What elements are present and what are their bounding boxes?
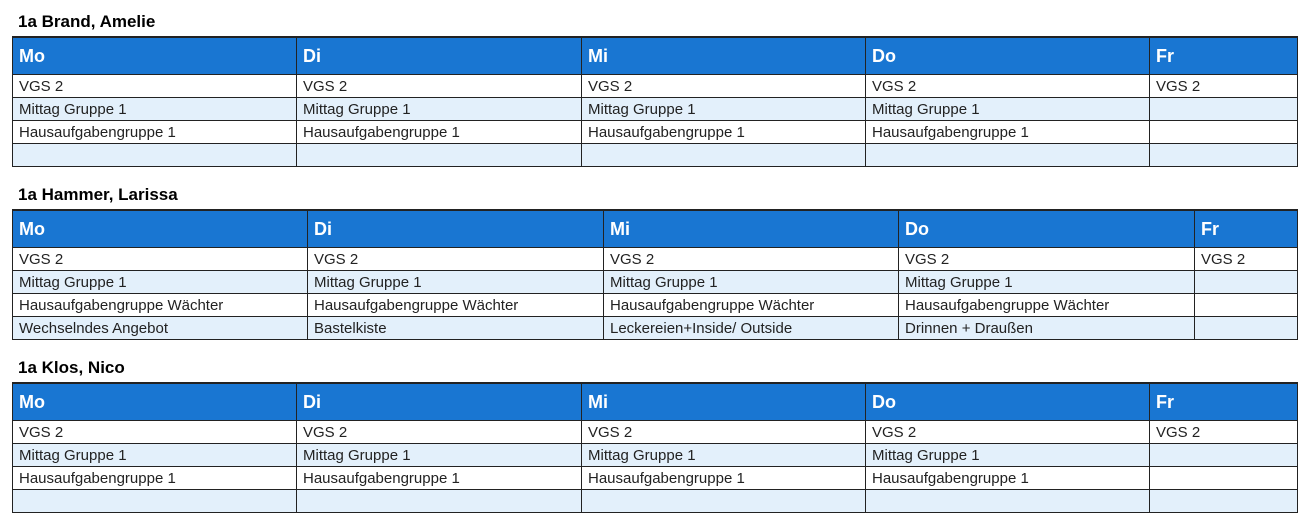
schedule-cell: Hausaufgabengruppe Wächter — [307, 293, 604, 317]
schedule-cell: Mittag Gruppe 1 — [581, 443, 866, 467]
schedule-cell: Mittag Gruppe 1 — [603, 270, 899, 294]
schedule-cell: Mittag Gruppe 1 — [12, 443, 297, 467]
header-row: Mo Di Mi Do Fr — [12, 382, 1298, 421]
day-header: Do — [865, 36, 1150, 75]
schedule-cell: VGS 2 — [12, 74, 297, 98]
schedule-cell: Hausaufgabengruppe 1 — [296, 120, 582, 144]
header-row: Mo Di Mi Do Fr — [12, 209, 1298, 248]
table-row: Wechselndes Angebot Bastelkiste Leckereien… — [12, 316, 1298, 340]
schedule-cell: Bastelkiste — [307, 316, 604, 340]
schedule-cell — [581, 489, 866, 513]
schedule-cell: Mittag Gruppe 1 — [898, 270, 1195, 294]
table-row: Mittag Gruppe 1 Mittag Gruppe 1 Mittag Gru… — [12, 443, 1298, 467]
schedule-cell — [12, 143, 297, 167]
table-row — [12, 143, 1298, 167]
student-title: 1a Brand, Amelie — [18, 12, 156, 31]
schedule-cell: VGS 2 — [1149, 74, 1298, 98]
schedule-cell: VGS 2 — [581, 74, 866, 98]
table-row: Hausaufgabengruppe Wächter Hausaufgabengr… — [12, 293, 1298, 317]
day-header: Di — [307, 209, 604, 248]
day-header: Fr — [1149, 382, 1298, 421]
schedule-cell: VGS 2 — [296, 74, 582, 98]
schedule-cell: Wechselndes Angebot — [12, 316, 308, 340]
schedule-cell: Hausaufgabengruppe 1 — [581, 120, 866, 144]
schedule-cell — [1194, 293, 1298, 317]
schedule-cell: VGS 2 — [12, 420, 297, 444]
schedule-cell: VGS 2 — [865, 74, 1150, 98]
schedule-cell: VGS 2 — [898, 247, 1195, 271]
day-header: Mi — [603, 209, 899, 248]
schedule-block: 1a Hammer, Larissa Mo Di Mi Do Fr VGS 2 VGS 2 VG… — [12, 185, 1298, 340]
day-header: Do — [865, 382, 1150, 421]
schedule-cell: Mittag Gruppe 1 — [12, 270, 308, 294]
schedule-cell: Mittag Gruppe 1 — [865, 97, 1150, 121]
schedule-cell: Mittag Gruppe 1 — [307, 270, 604, 294]
schedule-cell — [12, 489, 297, 513]
table-row: VGS 2 VGS 2 VGS 2 VGS 2 VGS 2 — [12, 74, 1298, 98]
schedule-cell: VGS 2 — [581, 420, 866, 444]
schedule-cell: Hausaufgabengruppe 1 — [865, 120, 1150, 144]
schedule-cell — [1149, 120, 1298, 144]
schedule-block: 1a Brand, Amelie Mo Di Mi Do Fr VGS 2 VGS 2 VGS … — [12, 12, 1298, 167]
schedule-cell: VGS 2 — [1194, 247, 1298, 271]
schedule-cell — [1149, 143, 1298, 167]
schedule-cell: Hausaufgabengruppe 1 — [12, 466, 297, 490]
schedule-table: Mo Di Mi Do Fr VGS 2 VGS 2 VGS 2 VGS 2 VGS 2 Mitta… — [12, 382, 1298, 513]
day-header: Fr — [1149, 36, 1298, 75]
day-header: Do — [898, 209, 1195, 248]
schedule-block: 1a Klos, Nico Mo Di Mi Do Fr VGS 2 VGS 2 VGS 2 VG… — [12, 358, 1298, 513]
table-row: Mittag Gruppe 1 Mittag Gruppe 1 Mittag Gru… — [12, 270, 1298, 294]
schedule-cell: Mittag Gruppe 1 — [12, 97, 297, 121]
day-header: Mo — [12, 36, 297, 75]
schedule-cell — [1149, 466, 1298, 490]
table-row — [12, 489, 1298, 513]
student-title: 1a Klos, Nico — [18, 358, 125, 377]
table-row: VGS 2 VGS 2 VGS 2 VGS 2 VGS 2 — [12, 420, 1298, 444]
schedule-cell — [1194, 316, 1298, 340]
schedule-cell: Hausaufgabengruppe 1 — [296, 466, 582, 490]
table-row: VGS 2 VGS 2 VGS 2 VGS 2 VGS 2 — [12, 247, 1298, 271]
schedule-table: Mo Di Mi Do Fr VGS 2 VGS 2 VGS 2 VGS 2 VGS 2 Mitta… — [12, 36, 1298, 167]
day-header: Di — [296, 36, 582, 75]
schedule-cell: Mittag Gruppe 1 — [296, 443, 582, 467]
table-row: Mittag Gruppe 1 Mittag Gruppe 1 Mittag Gru… — [12, 97, 1298, 121]
schedule-cell: Hausaufgabengruppe 1 — [581, 466, 866, 490]
day-header: Mo — [12, 382, 297, 421]
table-row: Hausaufgabengruppe 1 Hausaufgabengruppe 1… — [12, 466, 1298, 490]
schedule-cell: VGS 2 — [865, 420, 1150, 444]
schedule-cell: Hausaufgabengruppe Wächter — [898, 293, 1195, 317]
schedule-cell — [1149, 489, 1298, 513]
day-header: Mo — [12, 209, 308, 248]
schedule-cell: VGS 2 — [307, 247, 604, 271]
day-header: Mi — [581, 36, 866, 75]
schedule-cell: Leckereien+Inside/ Outside — [603, 316, 899, 340]
schedule-cell — [1149, 443, 1298, 467]
schedule-table: Mo Di Mi Do Fr VGS 2 VGS 2 VGS 2 VGS 2 VGS 2 Mitta… — [12, 209, 1298, 340]
schedule-cell: VGS 2 — [296, 420, 582, 444]
student-title: 1a Hammer, Larissa — [18, 185, 178, 204]
schedule-cell: VGS 2 — [1149, 420, 1298, 444]
schedule-cell — [296, 143, 582, 167]
table-row: Hausaufgabengruppe 1 Hausaufgabengruppe 1… — [12, 120, 1298, 144]
schedule-cell — [1149, 97, 1298, 121]
schedule-cell — [296, 489, 582, 513]
schedule-cell: VGS 2 — [12, 247, 308, 271]
schedule-cell: Hausaufgabengruppe Wächter — [603, 293, 899, 317]
schedule-cell — [581, 143, 866, 167]
schedule-cell: Hausaufgabengruppe Wächter — [12, 293, 308, 317]
schedule-cell: Mittag Gruppe 1 — [581, 97, 866, 121]
schedule-cell: Drinnen + Draußen — [898, 316, 1195, 340]
day-header: Fr — [1194, 209, 1298, 248]
schedule-cell: VGS 2 — [603, 247, 899, 271]
day-header: Mi — [581, 382, 866, 421]
schedule-cell — [865, 143, 1150, 167]
schedule-cell — [1194, 270, 1298, 294]
schedule-cell — [865, 489, 1150, 513]
schedule-cell: Hausaufgabengruppe 1 — [865, 466, 1150, 490]
day-header: Di — [296, 382, 582, 421]
schedule-cell: Hausaufgabengruppe 1 — [12, 120, 297, 144]
schedule-cell: Mittag Gruppe 1 — [296, 97, 582, 121]
header-row: Mo Di Mi Do Fr — [12, 36, 1298, 75]
schedule-cell: Mittag Gruppe 1 — [865, 443, 1150, 467]
